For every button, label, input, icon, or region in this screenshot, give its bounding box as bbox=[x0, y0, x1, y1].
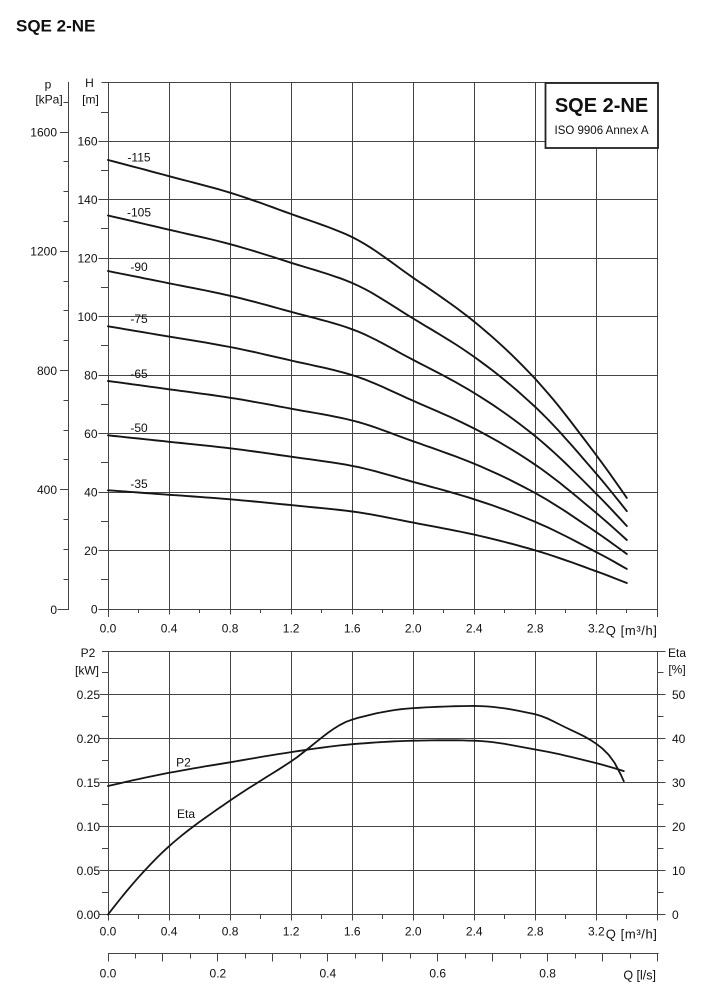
svg-text:20: 20 bbox=[84, 544, 98, 558]
svg-text:0: 0 bbox=[50, 603, 57, 617]
svg-text:800: 800 bbox=[37, 364, 57, 378]
svg-text:0.25: 0.25 bbox=[77, 688, 101, 702]
svg-text:10: 10 bbox=[672, 864, 686, 878]
svg-text:160: 160 bbox=[77, 135, 97, 149]
svg-text:0.20: 0.20 bbox=[77, 732, 101, 746]
svg-text:140: 140 bbox=[77, 193, 97, 207]
svg-text:0.0: 0.0 bbox=[100, 924, 117, 938]
svg-text:0.4: 0.4 bbox=[161, 924, 178, 938]
svg-text:1600: 1600 bbox=[30, 125, 57, 139]
svg-text:0.00: 0.00 bbox=[77, 908, 101, 922]
svg-text:[%]: [%] bbox=[668, 663, 685, 677]
svg-text:2.4: 2.4 bbox=[466, 924, 483, 938]
svg-text:120: 120 bbox=[77, 251, 97, 265]
svg-text:0: 0 bbox=[672, 908, 679, 922]
svg-text:-65: -65 bbox=[130, 367, 148, 381]
svg-text:2.4: 2.4 bbox=[466, 621, 483, 635]
svg-text:2.8: 2.8 bbox=[527, 924, 544, 938]
svg-text:0.10: 0.10 bbox=[77, 820, 101, 834]
svg-text:Q [m³/h]: Q [m³/h] bbox=[606, 927, 658, 942]
svg-text:0.0: 0.0 bbox=[100, 966, 117, 980]
svg-text:3.2: 3.2 bbox=[588, 924, 605, 938]
svg-text:[kPa]: [kPa] bbox=[35, 93, 62, 107]
svg-text:0.8: 0.8 bbox=[539, 966, 556, 980]
svg-text:H: H bbox=[85, 76, 94, 90]
svg-text:1.6: 1.6 bbox=[344, 621, 361, 635]
svg-text:[m]: [m] bbox=[82, 93, 99, 107]
svg-text:-50: -50 bbox=[130, 421, 148, 435]
svg-text:Eta: Eta bbox=[668, 646, 686, 660]
svg-text:SQE 2-NE: SQE 2-NE bbox=[16, 17, 95, 36]
svg-text:-35: -35 bbox=[130, 477, 148, 491]
svg-text:50: 50 bbox=[672, 688, 686, 702]
svg-text:0: 0 bbox=[91, 602, 98, 616]
svg-text:-90: -90 bbox=[130, 260, 148, 274]
svg-text:3.2: 3.2 bbox=[588, 621, 605, 635]
svg-text:80: 80 bbox=[84, 368, 98, 382]
svg-text:-75: -75 bbox=[130, 312, 148, 326]
svg-text:-105: -105 bbox=[127, 206, 151, 220]
svg-text:0.8: 0.8 bbox=[222, 621, 239, 635]
svg-text:400: 400 bbox=[37, 483, 57, 497]
svg-text:0.05: 0.05 bbox=[77, 864, 101, 878]
svg-text:2.0: 2.0 bbox=[405, 924, 422, 938]
svg-text:2.8: 2.8 bbox=[527, 621, 544, 635]
svg-text:0.2: 0.2 bbox=[210, 966, 227, 980]
svg-text:40: 40 bbox=[84, 485, 98, 499]
svg-text:1.6: 1.6 bbox=[344, 924, 361, 938]
svg-text:1.2: 1.2 bbox=[283, 924, 300, 938]
svg-text:SQE 2-NE: SQE 2-NE bbox=[555, 95, 648, 117]
svg-text:60: 60 bbox=[84, 427, 98, 441]
svg-text:100: 100 bbox=[77, 310, 97, 324]
svg-text:0.15: 0.15 bbox=[77, 776, 101, 790]
svg-text:1.2: 1.2 bbox=[283, 621, 300, 635]
svg-text:1200: 1200 bbox=[30, 245, 57, 259]
svg-text:0.0: 0.0 bbox=[100, 621, 117, 635]
svg-text:p: p bbox=[45, 78, 52, 92]
svg-text:0.4: 0.4 bbox=[319, 966, 336, 980]
svg-text:-115: -115 bbox=[127, 151, 150, 165]
svg-text:40: 40 bbox=[672, 732, 686, 746]
svg-text:2.0: 2.0 bbox=[405, 621, 422, 635]
svg-text:20: 20 bbox=[672, 820, 686, 834]
svg-text:0.4: 0.4 bbox=[161, 621, 178, 635]
svg-text:0.8: 0.8 bbox=[222, 924, 239, 938]
svg-text:ISO 9906 Annex A: ISO 9906 Annex A bbox=[555, 125, 649, 137]
svg-text:P2: P2 bbox=[81, 646, 96, 660]
svg-text:30: 30 bbox=[672, 776, 686, 790]
svg-text:Eta: Eta bbox=[177, 807, 195, 821]
svg-text:0.6: 0.6 bbox=[429, 966, 446, 980]
svg-text:[kW]: [kW] bbox=[75, 664, 99, 678]
svg-text:P2: P2 bbox=[176, 756, 191, 770]
svg-text:Q [m³/h]: Q [m³/h] bbox=[606, 623, 658, 638]
svg-text:Q [l/s]: Q [l/s] bbox=[623, 968, 656, 982]
